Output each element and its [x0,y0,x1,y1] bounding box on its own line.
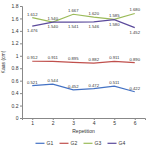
x-axis: 1 2 3 4 5 6 [23,118,146,126]
y-tick-label: 0.4 [12,90,19,96]
data-label: 1.667 [68,8,79,13]
series-line [32,84,135,92]
data-labels: 0.521 0.544 0.452 0.472 0.511 0.422 0.912 0.911… [27,7,141,90]
y-tick-label: 1.8 [12,3,19,9]
x-tick: 2 [52,118,55,126]
data-label: 0.890 [130,57,141,62]
y-tick: 0.8 [12,65,22,71]
y-tick-mark [20,6,22,7]
y-tick-label: 1.4 [12,28,19,34]
legend-swatch [108,143,117,144]
x-tick-label: 1 [31,120,34,126]
x-tick: 3 [72,118,75,126]
y-tick-label: 0.2 [12,103,19,109]
y-tick-mark [20,118,22,119]
legend-swatch [84,143,93,144]
data-label: 1.541 [68,24,79,29]
x-axis-line [23,119,146,121]
y-tick: 1 [16,53,22,59]
y-axis: 0 0.2 0.4 0.6 0.8 1 1.2 1.4 1.6 1.8 [12,3,23,121]
legend-label: G4 [119,140,126,146]
series-line [32,61,135,63]
y-tick: 0.6 [12,78,22,84]
y-tick-mark [20,31,22,32]
y-tick-mark [20,106,22,107]
y-tick-label: 1 [16,53,19,59]
x-tick: 1 [31,118,34,126]
y-tick: 1.4 [12,28,22,34]
x-tick-label: 4 [93,120,96,126]
x-tick-label: 5 [113,120,116,126]
data-label: 1.585 [109,13,120,18]
chart: 00.20.40.60.811.21.41.61.81234560.5210.5… [0,0,150,150]
x-tick-label: 2 [52,120,55,126]
data-label: 1.612 [27,12,38,17]
y-tick-label: 0 [16,115,19,121]
legend-label: G3 [95,140,102,146]
data-label: 0.544 [48,78,59,83]
x-tick-label: 6 [134,120,137,126]
y-tick-mark [20,56,22,57]
data-label: 0.452 [68,84,79,89]
plot: 00.20.40.60.811.21.41.61.81234560.5210.5… [12,3,146,126]
x-tick: 5 [113,118,116,126]
y-tick-label: 0.8 [12,65,19,71]
y-tick-label: 1.2 [12,40,19,46]
legend: G1 G2 G3 G4 [36,140,126,146]
data-label: 1.540 [48,16,59,21]
y-tick-label: 1.6 [12,16,19,22]
y-axis-line [20,7,23,119]
data-label: 1.540 [48,24,59,29]
lines [32,13,135,91]
y-tick-mark [20,93,22,94]
data-label: 1.620 [89,11,100,16]
y-tick-mark [20,81,22,82]
y-tick: 0.2 [12,103,22,109]
x-tick: 6 [134,118,137,126]
data-label: 0.911 [48,55,59,60]
legend-swatch [60,143,69,144]
y-tick-mark [20,68,22,69]
legend-label: G1 [47,140,54,146]
data-label: 0.882 [89,57,100,62]
data-label: 0.472 [89,83,100,88]
data-label: 0.912 [27,55,38,60]
data-label: 0.422 [130,86,141,91]
y-tick-mark [20,43,22,44]
data-label: 1.546 [89,24,100,29]
data-label: 0.911 [109,55,120,60]
data-label: 0.521 [27,80,38,85]
y-axis-title: Kaas (cm) [0,50,6,73]
y-tick: 1.6 [12,16,22,22]
y-tick-label: 0.6 [12,78,19,84]
data-label: 1.452 [130,30,141,35]
y-tick: 1.8 [12,3,22,9]
data-label: 1.476 [27,28,38,33]
data-label: 0.511 [109,80,120,85]
y-tick-mark [20,18,22,19]
legend-label: G2 [71,140,78,146]
x-tick: 4 [93,118,96,126]
legend-swatch [36,143,45,144]
data-label: 1.580 [109,22,120,27]
x-axis-title: Repetition [72,128,95,134]
y-tick: 0 [16,115,22,121]
data-label: 0.895 [68,56,79,61]
x-tick-label: 3 [72,120,75,126]
y-tick: 1.2 [12,40,22,46]
data-label: 1.680 [130,7,141,12]
y-tick: 0.4 [12,90,22,96]
